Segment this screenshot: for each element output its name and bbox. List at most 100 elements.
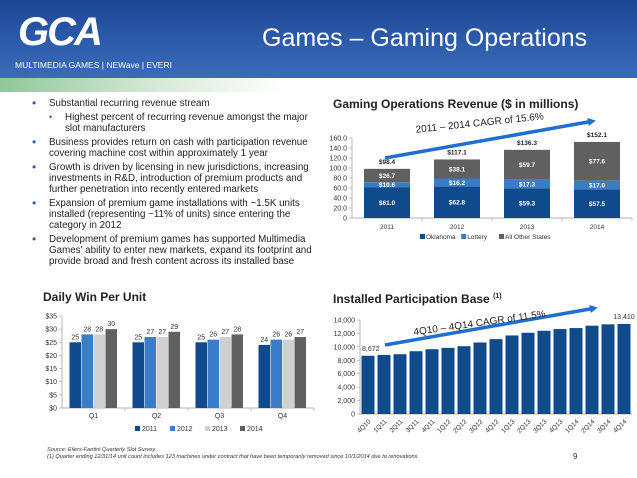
revenue-bar-all-other-states [574, 141, 620, 181]
dwpu-value-label: 26 [284, 332, 292, 339]
legend-swatch [461, 234, 467, 239]
revenue-chart-title: Gaming Operations Revenue ($ in millions… [333, 97, 579, 111]
participation-title-text: Installed Participation Base [333, 292, 490, 306]
dwpu-x-label: Q1 [89, 413, 98, 420]
revenue-tick-label: 60.0 [333, 186, 347, 193]
participation-tick-label: 14,000 [334, 318, 356, 325]
dwpu-bar-2012 [207, 339, 219, 408]
revenue-bar-label: $17.3 [519, 181, 536, 188]
dwpu-value-label: 29 [170, 324, 178, 331]
dwpu-bar-2012 [270, 339, 282, 408]
participation-bar [393, 354, 407, 414]
dwpu-tick-label: $0 [49, 406, 57, 413]
revenue-bar-label: $17.0 [589, 182, 606, 189]
participation-x-label: 2Q12 [452, 418, 468, 434]
participation-bar [585, 325, 599, 414]
legend-swatch [205, 426, 210, 431]
participation-bar [601, 324, 615, 414]
header-banner: GCA MULTIMEDIA GAMES | NEWave | EVERI Ga… [0, 0, 637, 78]
participation-x-label: 2Q14 [580, 418, 596, 434]
dwpu-tick-label: $35 [45, 314, 57, 321]
participation-bar [617, 323, 631, 414]
participation-tick-label: 4,000 [337, 385, 355, 392]
dwpu-value-label: 24 [260, 337, 268, 344]
participation-x-label: 1Q14 [564, 418, 580, 434]
page-number: 9 [573, 452, 578, 461]
participation-x-label: 4Q14 [612, 418, 628, 434]
dwpu-bar-2013 [219, 337, 231, 408]
legend-swatch [135, 426, 140, 431]
dwpu-value-label: 28 [233, 326, 241, 333]
bullet-list: Substantial recurring revenue stream High… [32, 98, 324, 270]
revenue-bar-lottery [574, 180, 620, 190]
dwpu-value-label: 25 [134, 334, 142, 341]
revenue-tick-label: 20.0 [333, 206, 347, 213]
bullet-item: Development of premium games has support… [32, 234, 324, 267]
dwpu-value-label: 28 [95, 326, 103, 333]
participation-x-label: 3Q14 [596, 418, 612, 434]
dwpu-bar-2013 [156, 337, 168, 408]
participation-tick-label: 6,000 [337, 371, 355, 378]
revenue-bar-all-other-states [364, 168, 410, 183]
revenue-bar-oklahoma [504, 188, 550, 218]
dwpu-x-label: Q3 [215, 413, 224, 420]
revenue-bar-oklahoma [434, 186, 480, 218]
legend-label: 2011 [142, 426, 157, 433]
revenue-bar-label: $16.2 [449, 180, 466, 187]
footnotes: Source: Eilers-Fantini Quarterly Slot Su… [47, 447, 419, 461]
dwpu-x-label: Q4 [278, 413, 287, 420]
legend-label: 2014 [247, 426, 263, 433]
bullet-item: Highest percent of recurring revenue amo… [32, 112, 324, 134]
participation-bar [425, 349, 439, 414]
dwpu-bar-2014 [168, 331, 180, 408]
participation-bar [377, 354, 391, 414]
revenue-x-label: 2013 [520, 224, 535, 231]
revenue-x-label: 2012 [450, 224, 465, 231]
dwpu-bar-2012 [144, 337, 156, 408]
dwpu-value-label: 27 [146, 329, 154, 336]
revenue-bar-label: $10.6 [379, 182, 396, 189]
revenue-total-label: $98.4 [379, 159, 396, 166]
dwpu-tick-label: $10 [45, 379, 57, 386]
revenue-bar-label: $57.5 [589, 201, 606, 208]
revenue-tick-label: 100.0 [329, 166, 347, 173]
dwpu-bar-2011 [195, 342, 207, 408]
revenue-tick-label: 140.0 [329, 146, 347, 153]
revenue-bar-label: $62.8 [449, 200, 466, 207]
gca-logo: GCA MULTIMEDIA GAMES | NEWave | EVERI [12, 10, 177, 74]
revenue-bar-label: $77.6 [589, 159, 606, 166]
dwpu-value-label: 26 [209, 332, 217, 339]
dwpu-tick-label: $30 [45, 327, 57, 334]
participation-arrowhead-icon [589, 305, 598, 313]
dwpu-value-label: 25 [71, 334, 79, 341]
dwpu-tick-label: $20 [45, 353, 57, 360]
dwpu-bar-2012 [81, 334, 93, 408]
dwpu-value-label: 27 [221, 329, 229, 336]
legend-swatch [240, 426, 245, 431]
participation-x-label: 4Q11 [421, 418, 437, 434]
decorative-swoosh [0, 78, 637, 92]
dwpu-tick-label: $25 [45, 340, 57, 347]
legend-label: All Other States [505, 234, 551, 241]
bullet-item: Growth is driven by licensing in new jur… [32, 162, 324, 195]
legend-label: 2013 [212, 426, 228, 433]
participation-x-label: 1Q13 [500, 418, 516, 434]
footnote-1: (1) Quarter ending 12/31/14 unit count i… [47, 454, 419, 460]
participation-tick-label: 10,000 [334, 344, 356, 351]
participation-tick-label: 0 [351, 412, 355, 419]
dwpu-value-label: 27 [296, 329, 304, 336]
revenue-tick-label: 120.0 [329, 156, 347, 163]
revenue-bar-lottery [364, 182, 410, 188]
dwpu-value-label: 25 [197, 334, 205, 341]
dwpu-tick-label: $5 [49, 392, 57, 399]
participation-x-label: 4Q12 [484, 418, 500, 434]
participation-bar [489, 339, 503, 414]
bullet-item: Business provides return on cash with pa… [32, 137, 324, 159]
legend-label: Oklahoma [426, 234, 456, 241]
participation-chart-title: Installed Participation Base (1) [333, 290, 502, 306]
participation-bar [409, 351, 423, 414]
participation-x-label: 4Q10 [356, 418, 372, 434]
participation-tick-label: 8,000 [337, 358, 355, 365]
dwpu-x-label: Q2 [152, 413, 161, 420]
